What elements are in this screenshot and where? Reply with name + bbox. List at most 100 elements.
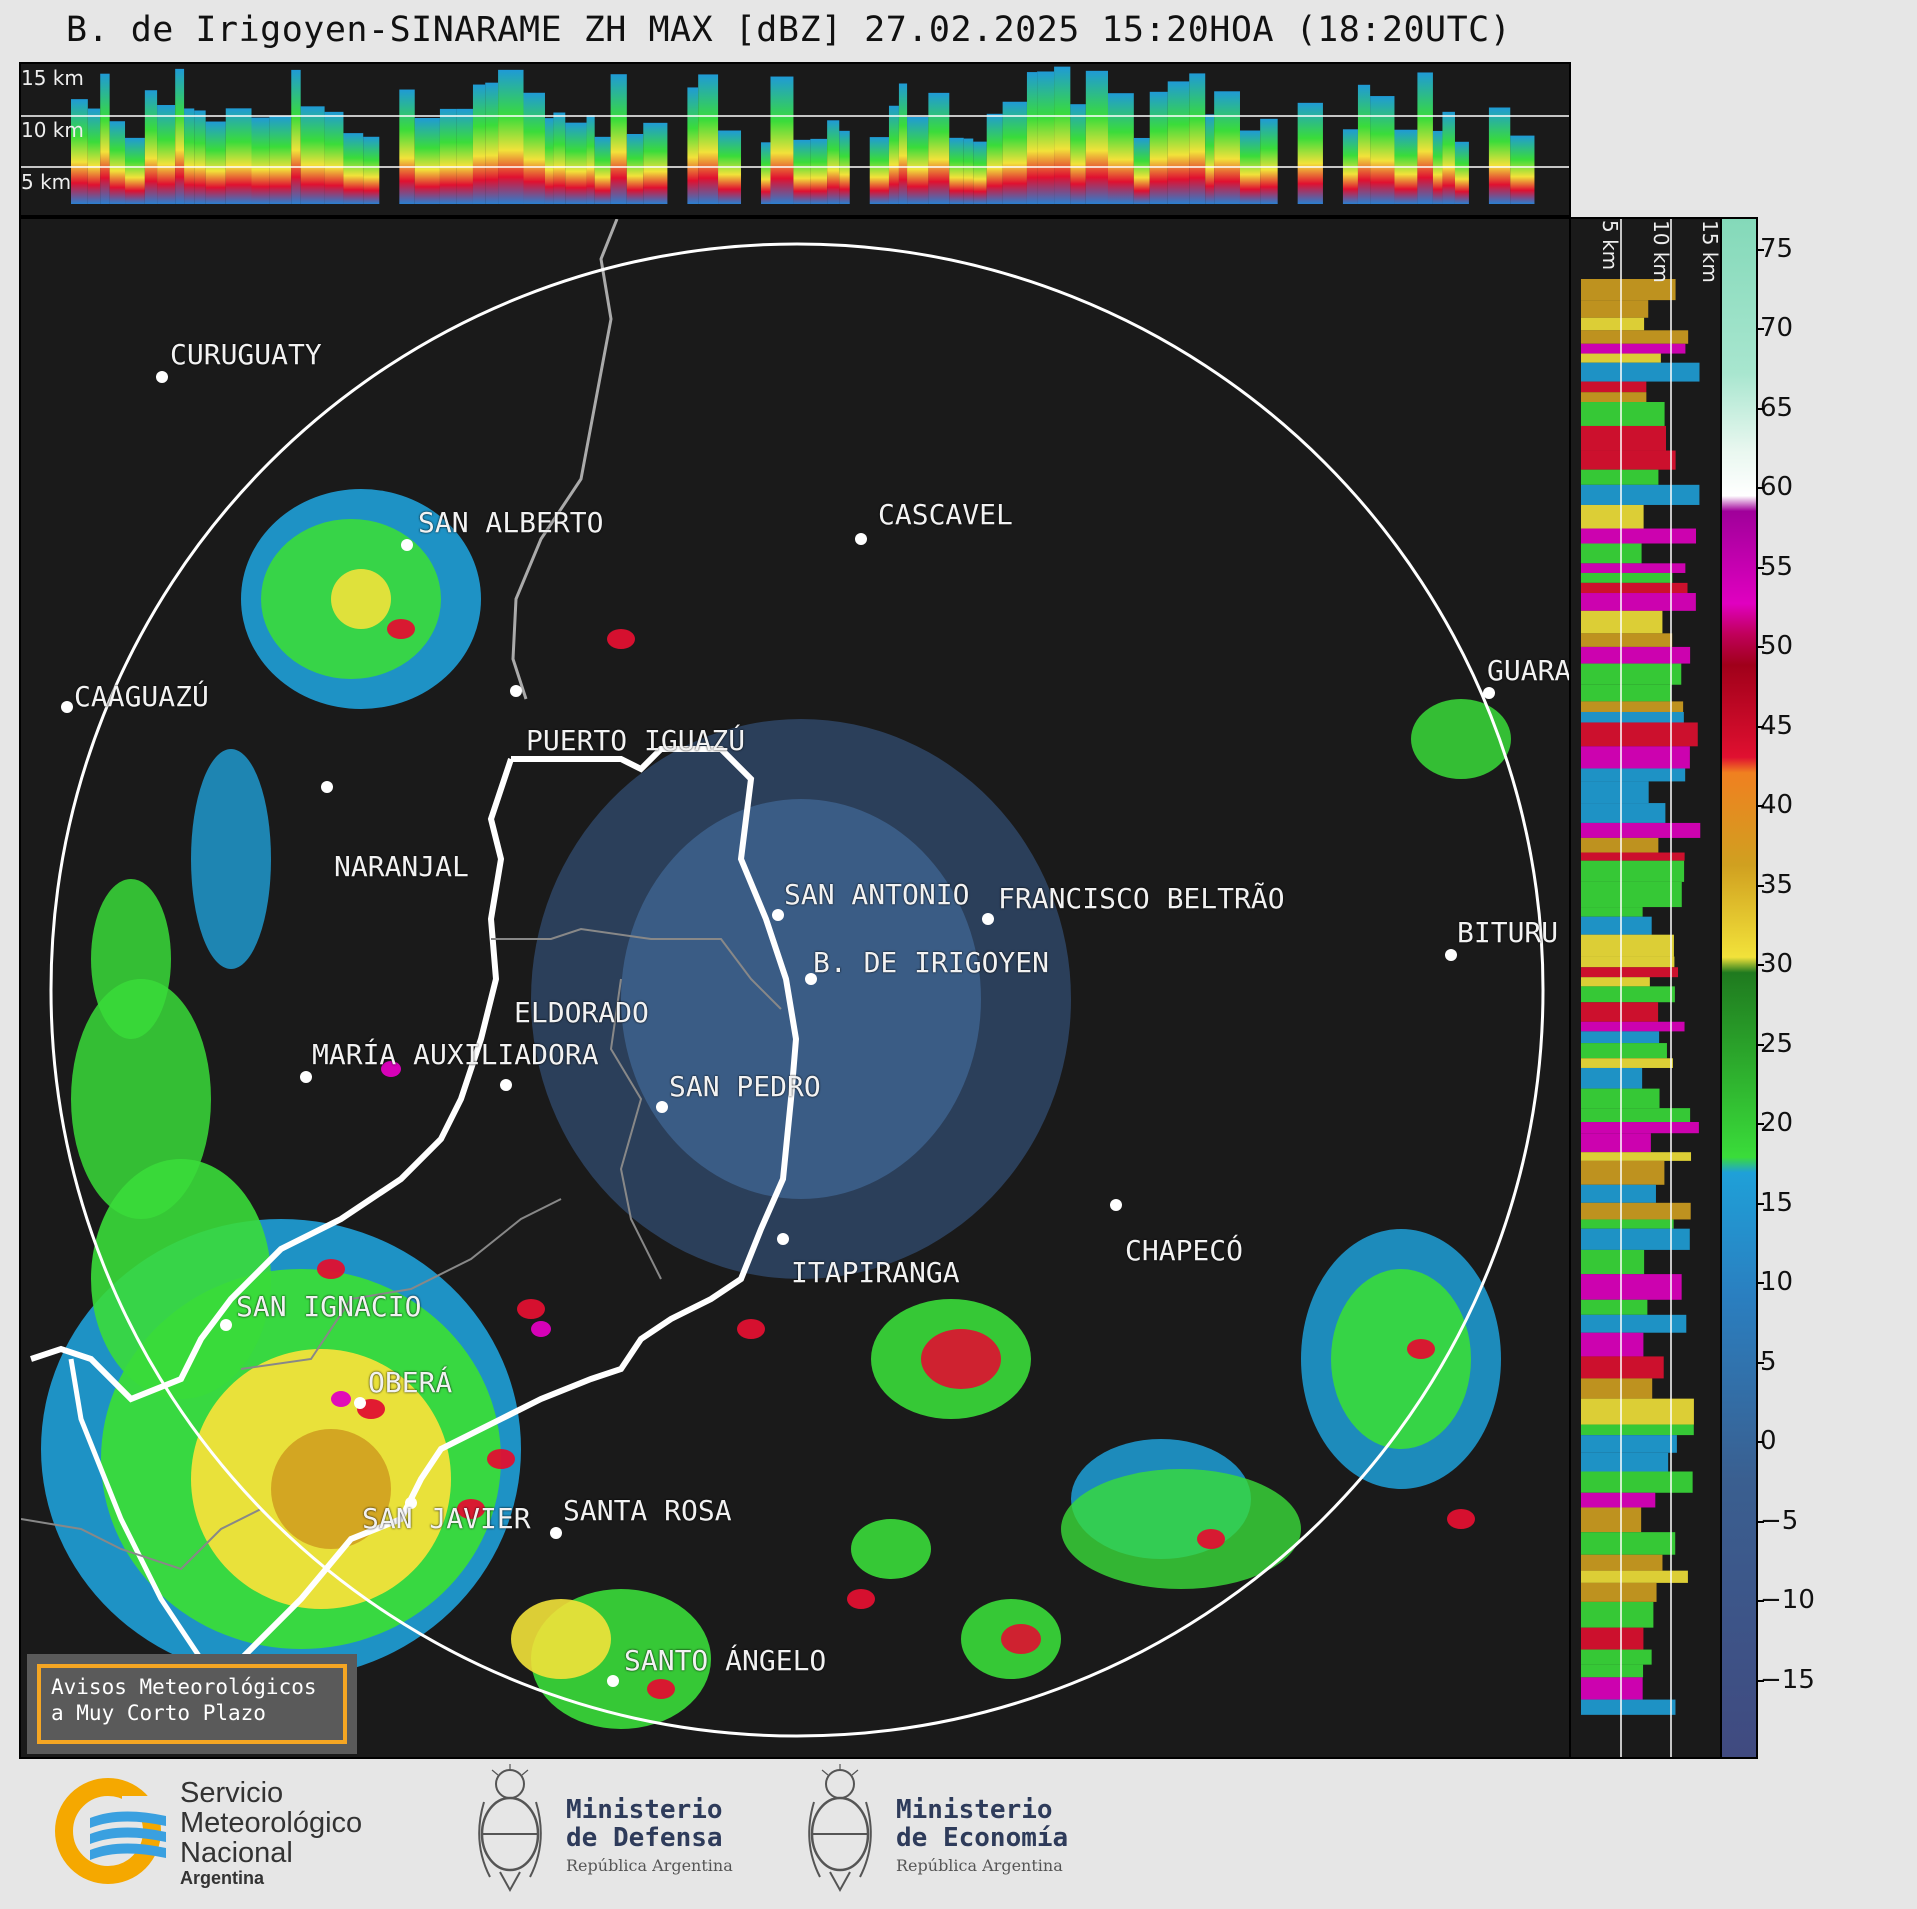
cross-section-column (399, 89, 415, 204)
echo-cell (851, 1519, 931, 1579)
city-label-santa-rosa: SANTA ROSA (563, 1494, 732, 1527)
cross-section-column (291, 69, 301, 204)
cross-section-column (626, 133, 644, 204)
cross-section-column (928, 92, 950, 204)
colorbar-tick: 5 (1756, 1346, 1777, 1377)
side-cross-section-echo (1581, 219, 1701, 1757)
cross-section-column (1488, 107, 1511, 204)
cross-section-column (498, 69, 524, 204)
cross-section-column (963, 138, 974, 204)
city-marker (321, 781, 333, 793)
cross-section-column (1454, 141, 1469, 204)
cross-section-column (810, 138, 828, 204)
cross-section-row (1581, 1228, 1690, 1250)
cross-section-row (1581, 684, 1671, 702)
cross-section-row (1581, 1699, 1676, 1715)
cross-section-column (1149, 91, 1168, 204)
border-line (609, 978, 662, 1280)
cross-section-row (1581, 837, 1659, 853)
cross-section-row (1581, 1532, 1676, 1555)
cross-section-column (1133, 137, 1150, 204)
cross-section-row (1581, 1601, 1654, 1628)
cross-section-column (485, 82, 499, 204)
city-marker (156, 371, 168, 383)
side-height-label: 5 km (1598, 220, 1622, 271)
top-cross-section-echo (21, 66, 1569, 205)
echo-cell (317, 1259, 345, 1279)
cross-section-column (610, 74, 627, 204)
cross-section-column (687, 87, 699, 204)
cross-section-row (1581, 563, 1686, 573)
cross-section-column (157, 105, 176, 204)
cross-section-row (1581, 402, 1665, 426)
cross-section-row (1581, 1002, 1659, 1022)
cross-section-row (1581, 1649, 1652, 1665)
top-cross-section-panel: 15 km 10 km 5 km (19, 62, 1571, 217)
cross-section-column (363, 136, 380, 204)
colorbar-tick: 20 (1755, 1108, 1794, 1139)
cross-section-row (1581, 469, 1659, 485)
cross-section-row (1581, 860, 1685, 882)
cross-section-column (251, 117, 270, 204)
cross-section-column (175, 68, 185, 205)
echo-cell (331, 569, 391, 629)
cross-section-row (1581, 633, 1673, 647)
cross-section-column (439, 108, 457, 204)
cross-section-row (1581, 701, 1684, 712)
defensa-line-2: de Defensa (566, 1823, 723, 1853)
colorbar-tick: 30 (1755, 949, 1794, 980)
echo-cell (1407, 1339, 1435, 1359)
echo-cell (457, 1499, 485, 1519)
cross-section-column (1107, 93, 1134, 204)
cross-section-row (1581, 781, 1649, 804)
border-line (30, 758, 514, 1403)
cross-section-column (1167, 81, 1190, 204)
border-line (21, 1508, 262, 1571)
cross-section-column (869, 137, 889, 204)
cross-section-row (1581, 1021, 1685, 1032)
cross-section-row (1581, 1582, 1657, 1602)
defensa-line-3: República Argentina (566, 1856, 733, 1875)
cross-section-column (144, 90, 158, 204)
cross-section-row (1581, 528, 1697, 544)
cross-section-row (1581, 1133, 1651, 1153)
cross-section-row (1581, 1398, 1694, 1425)
cross-section-column (1070, 104, 1086, 204)
escudo-icon (808, 1764, 872, 1893)
cross-section-column (1026, 72, 1038, 205)
cross-section-column (456, 108, 473, 204)
city-label-obera: OBERÁ (368, 1366, 453, 1399)
city-marker (500, 1079, 512, 1091)
cross-section-column (472, 84, 486, 204)
echo-cell (517, 1299, 545, 1319)
cross-section-row (1581, 1627, 1644, 1650)
cross-section-row (1581, 1249, 1645, 1275)
city-marker (855, 533, 867, 545)
cross-section-column (1417, 72, 1433, 204)
cross-section-row (1581, 907, 1643, 917)
cross-section-column (770, 76, 794, 204)
cross-section-row (1581, 317, 1645, 331)
ministerio-economia-logo: Ministerio de Economía República Argenti… (800, 1762, 1100, 1902)
avisos-line-1: Avisos Meteorológicos (51, 1675, 317, 1699)
city-marker (656, 1101, 668, 1113)
city-label-francisco-beltrao: FRANCISCO BELTRÃO (998, 882, 1285, 915)
colorbar-tick: 45 (1755, 710, 1794, 741)
cross-section-column (523, 92, 545, 204)
smn-line-1: Servicio (180, 1777, 284, 1809)
echo-cell (191, 749, 271, 969)
colorbar-tick: 10 (1755, 1267, 1794, 1298)
echo-cell (271, 1429, 391, 1549)
colorbar-tick: 15 (1755, 1187, 1794, 1218)
echo-cell (1197, 1529, 1225, 1549)
cross-section-row (1581, 1058, 1673, 1068)
city-marker (982, 913, 994, 925)
cross-section-column (949, 137, 964, 204)
cross-section-row (1581, 1424, 1694, 1436)
cross-section-column (324, 111, 344, 204)
cross-section-row (1581, 822, 1701, 838)
cross-section-column (184, 108, 195, 204)
cross-section-row (1581, 572, 1673, 583)
echo-cell (511, 1599, 611, 1679)
cross-section-row (1581, 1314, 1687, 1333)
